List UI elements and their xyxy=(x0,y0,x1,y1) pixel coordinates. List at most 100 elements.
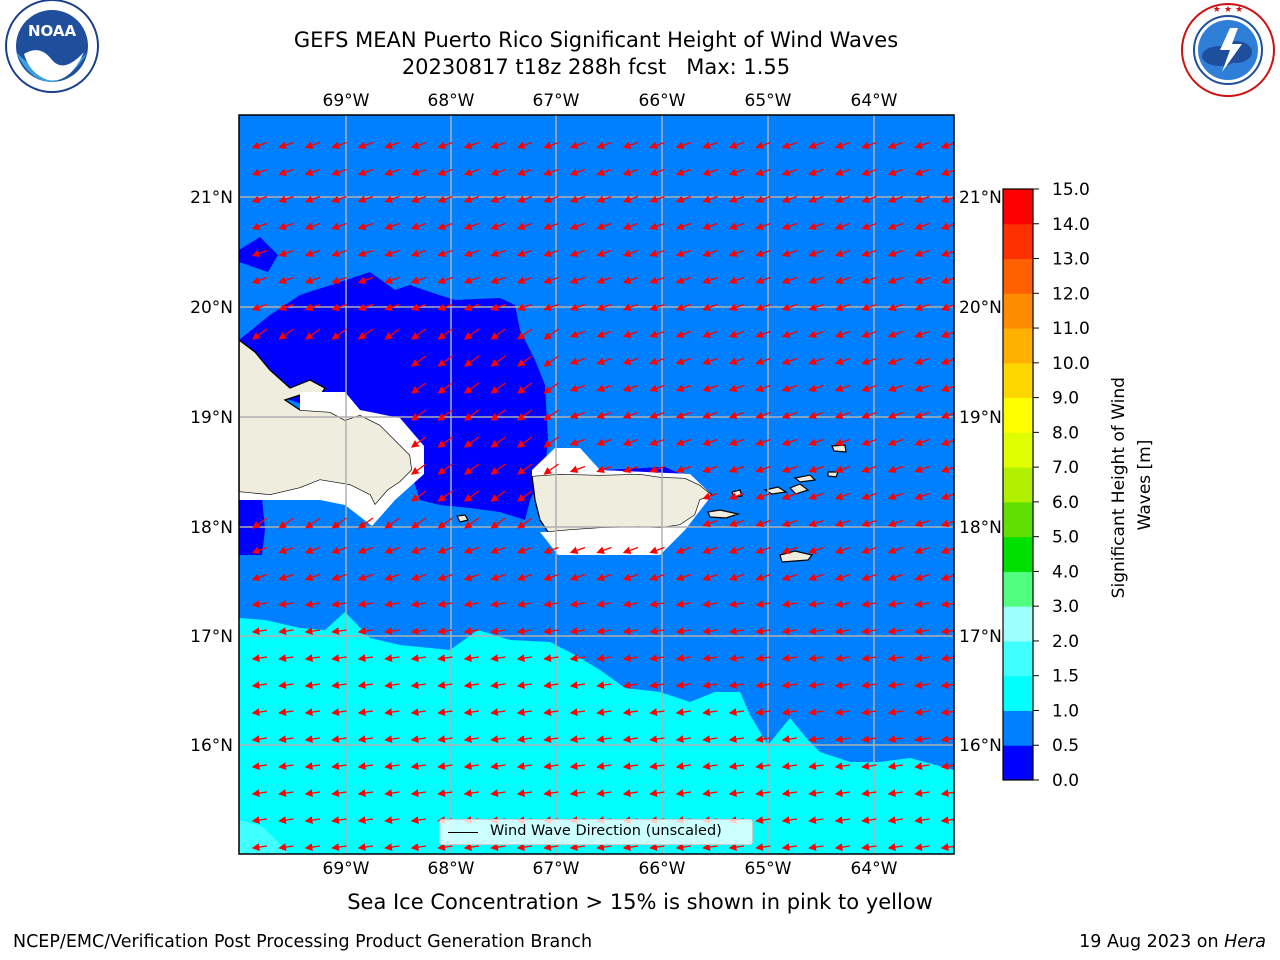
wind-wave-arrow xyxy=(278,573,294,581)
wind-wave-arrow xyxy=(649,762,665,770)
wind-wave-arrow xyxy=(251,328,268,340)
wind-wave-arrow xyxy=(622,843,639,851)
wind-wave-arrow xyxy=(861,141,877,149)
footer-date: 19 Aug 2023 on Hera xyxy=(1079,932,1266,952)
wind-wave-arrow xyxy=(516,573,533,581)
wind-wave-arrow xyxy=(278,303,294,311)
wind-wave-arrow xyxy=(728,249,745,257)
wind-wave-arrow xyxy=(251,762,268,770)
wind-wave-arrow xyxy=(490,222,506,230)
wind-wave-arrow xyxy=(675,195,692,203)
lat-tick-label: 19°N xyxy=(959,408,1002,428)
wind-wave-arrow xyxy=(516,627,533,635)
colorbar-segment xyxy=(1003,223,1033,260)
wind-wave-arrow xyxy=(808,762,824,770)
wind-wave-arrow xyxy=(516,303,533,311)
wind-wave-arrow xyxy=(463,735,480,743)
wind-wave-arrows xyxy=(251,141,954,851)
wind-wave-arrow xyxy=(251,517,268,529)
lat-tick-label: 20°N xyxy=(959,298,1002,318)
wind-wave-arrow xyxy=(463,222,480,230)
wind-wave-arrow xyxy=(834,411,851,419)
wind-wave-arrow xyxy=(463,708,480,716)
wind-wave-arrow xyxy=(357,249,374,257)
wind-wave-arrow xyxy=(543,843,559,851)
wind-wave-arrow xyxy=(596,546,612,554)
wind-wave-arrow xyxy=(702,546,718,554)
wind-wave-arrow xyxy=(755,330,771,338)
wind-wave-arrow xyxy=(649,843,665,851)
wind-wave-arrow xyxy=(675,222,692,230)
wind-wave-arrow xyxy=(834,465,851,473)
wind-wave-arrow xyxy=(914,195,930,203)
wind-wave-arrow xyxy=(887,330,904,338)
wind-wave-arrow xyxy=(834,627,851,635)
wind-wave-arrow xyxy=(278,735,294,743)
wind-wave-arrow xyxy=(861,627,877,635)
wind-wave-arrow xyxy=(410,141,427,149)
wind-wave-arrow xyxy=(384,627,400,635)
wind-wave-arrow xyxy=(304,843,321,851)
wind-wave-arrow xyxy=(516,789,533,797)
wind-wave-arrow xyxy=(357,627,374,635)
wind-wave-arrow xyxy=(543,681,559,689)
wind-wave-arrow xyxy=(304,141,321,149)
wind-wave-arrow xyxy=(596,222,612,230)
wind-wave-arrow xyxy=(543,168,559,176)
wind-wave-arrow xyxy=(410,573,427,581)
wind-wave-arrow xyxy=(278,141,294,149)
wind-wave-arrow xyxy=(384,276,400,284)
colorbar-tick-label: 15.0 xyxy=(1052,180,1090,200)
wind-wave-arrow xyxy=(490,168,506,176)
wind-wave-arrow xyxy=(728,546,745,554)
wind-wave-arrow xyxy=(622,141,639,149)
chart-title: GEFS MEAN Puerto Rico Significant Height… xyxy=(293,28,899,52)
wind-wave-arrow xyxy=(914,789,930,797)
wind-wave-arrow xyxy=(808,519,824,527)
wind-wave-arrow xyxy=(781,384,798,392)
wind-wave-arrow xyxy=(490,195,506,203)
wind-wave-arrow xyxy=(675,438,692,446)
wind-wave-arrow xyxy=(887,249,904,257)
wind-wave-arrow xyxy=(834,654,851,662)
wind-wave-arrow xyxy=(384,546,400,554)
wind-wave-arrow xyxy=(516,436,533,448)
wind-wave-arrow xyxy=(304,735,321,743)
wind-wave-arrow xyxy=(808,141,824,149)
wind-wave-arrow xyxy=(702,357,718,365)
wind-wave-arrow xyxy=(649,681,665,689)
wind-wave-arrow xyxy=(675,789,692,797)
wind-wave-arrow xyxy=(516,355,533,367)
wind-wave-arrow xyxy=(384,600,400,608)
wind-wave-arrow xyxy=(834,546,851,554)
wind-wave-arrow xyxy=(702,492,718,500)
wind-wave-arrow xyxy=(384,816,400,824)
colorbar-segment xyxy=(1003,328,1033,364)
wind-wave-arrow xyxy=(569,843,586,851)
wind-wave-arrow xyxy=(278,276,294,284)
wind-wave-arrow xyxy=(755,843,771,851)
mona-island xyxy=(456,514,469,523)
wind-wave-arrow xyxy=(384,654,400,662)
wind-wave-arrow xyxy=(569,573,586,581)
wind-wave-arrow xyxy=(834,816,851,824)
wind-wave-arrow xyxy=(437,789,453,797)
wind-wave-arrow xyxy=(887,816,904,824)
wind-wave-arrow xyxy=(357,517,374,529)
wind-wave-arrow xyxy=(808,546,824,554)
wind-wave-arrow xyxy=(278,654,294,662)
wind-wave-arrow xyxy=(781,492,798,500)
wind-wave-arrow xyxy=(781,465,798,473)
wind-wave-arrow xyxy=(304,195,321,203)
wind-wave-arrow xyxy=(543,789,559,797)
wind-wave-arrow xyxy=(463,573,480,581)
wind-wave-arrow xyxy=(728,438,745,446)
colorbar-segment xyxy=(1003,189,1033,225)
wind-wave-arrow xyxy=(728,573,745,581)
colorbar-tick-label: 1.5 xyxy=(1052,667,1079,687)
wind-wave-arrow xyxy=(490,681,506,689)
wind-wave-arrow xyxy=(675,168,692,176)
wind-wave-arrow xyxy=(569,681,586,689)
wind-wave-arrow xyxy=(410,600,427,608)
wind-wave-arrow xyxy=(834,573,851,581)
